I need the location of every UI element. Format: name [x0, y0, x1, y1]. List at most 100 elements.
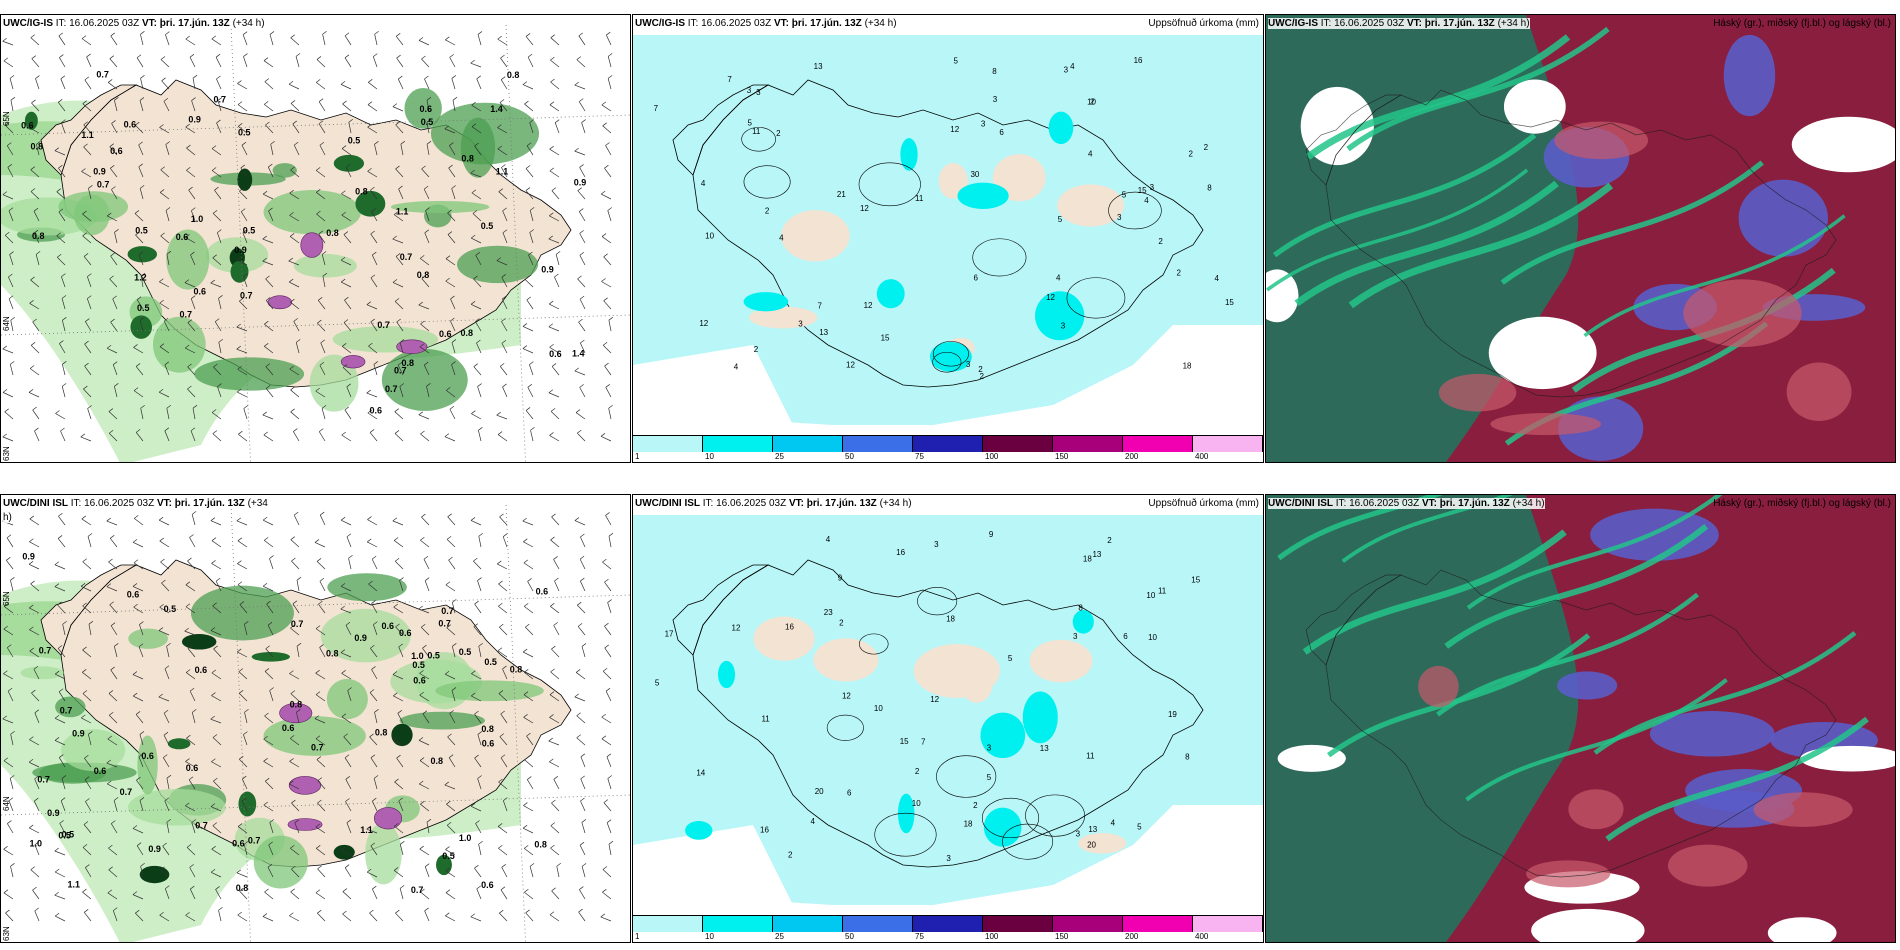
- precip-rate-value: 0.5: [484, 657, 497, 667]
- colorbar-swatch: [1193, 436, 1263, 452]
- precip-rate-value: 0.8: [326, 228, 339, 238]
- accum-value: 5: [987, 773, 992, 782]
- precip-rate-value: 0.6: [124, 119, 137, 129]
- accum-value: 20: [815, 787, 824, 796]
- accum-value: 11: [915, 194, 924, 203]
- accum-value: 12: [732, 624, 741, 633]
- accum-value: 12: [842, 691, 851, 700]
- accum-value: 18: [1083, 554, 1092, 563]
- it-label: IT:: [687, 18, 699, 29]
- accum-value: 4: [1056, 273, 1061, 282]
- precip-rate-value: 0.6: [195, 665, 208, 675]
- precip-rate-value: 0.6: [127, 589, 140, 599]
- precip-rate-value: 0.8: [507, 70, 520, 80]
- accum-value: 11: [761, 715, 770, 724]
- vt-label: VT:: [141, 18, 157, 29]
- colorbar-tick: 200: [1125, 932, 1139, 941]
- precip-rate-value: 0.9: [354, 633, 367, 643]
- precip-rate-value: 1.1: [67, 880, 80, 890]
- accum-value: 3: [966, 360, 971, 369]
- vt-label: VT:: [156, 498, 172, 509]
- precip-rate-value: 0.9: [574, 178, 587, 188]
- valid-time: þri. 17.jún. 13Z: [1424, 18, 1495, 29]
- precip-rate-value: 1.0: [411, 651, 424, 661]
- colorbar-swatch: [703, 916, 773, 932]
- colorbar-swatch: [843, 916, 913, 932]
- precip-rate-value: 0.5: [243, 225, 256, 235]
- precip-rate-value: 1.1: [81, 130, 94, 140]
- accum-value: 7: [818, 302, 823, 311]
- accum-value: 17: [665, 629, 674, 638]
- precip-rate-panel-igis: 65N64N63N20W15W0.60.70.80.91.00.50.60.71…: [0, 14, 631, 463]
- accum-value: 2: [765, 206, 770, 215]
- axis-label: 65N: [2, 591, 11, 606]
- axis-label: 65N: [2, 111, 11, 126]
- precip-rate-value: 0.5: [62, 830, 75, 840]
- axis-label: 64N: [2, 796, 11, 811]
- precip-rate-value: 0.8: [461, 154, 474, 164]
- accum-value: 3: [934, 540, 939, 549]
- accum-value: 10: [874, 704, 883, 713]
- accum-value: 13: [1040, 744, 1049, 753]
- accum-value: 6: [999, 128, 1004, 137]
- colorbar-tick: 150: [1055, 932, 1069, 941]
- accum-value: 3: [981, 120, 986, 129]
- accum-value: 12: [950, 125, 959, 134]
- accum-value: 18: [1183, 361, 1192, 370]
- colorbar-swatch: [983, 916, 1053, 932]
- accum-precip-panel-igis: 7 8 3 3 2 2 2 3 2 5 12 11 12 21 11 15 13 30 16 18 15 2 4 3 6 7 3 2 3…: [632, 14, 1264, 463]
- colorbar-tick: 400: [1195, 452, 1209, 461]
- accum-value: 5: [1137, 823, 1142, 832]
- accum-value: 7: [654, 104, 659, 113]
- precip-rate-value: 0.6: [176, 232, 189, 242]
- colorbar-tick: 10: [705, 452, 714, 461]
- colorbar-swatch: [633, 916, 703, 932]
- precip-rate-value: 0.7: [411, 885, 424, 895]
- vt-label: VT:: [773, 18, 789, 29]
- precip-rate-value: 0.8: [534, 840, 547, 850]
- precip-rate-value: 0.8: [430, 756, 443, 766]
- accum-value: 5: [1058, 215, 1063, 224]
- accum-value: 13: [814, 62, 823, 71]
- precip-rate-value: 0.9: [188, 114, 201, 124]
- accum-value: 2: [788, 850, 793, 859]
- panel-title: UWC/IG-IS IT: 16.06.2025 03Z VT: þri. 17…: [1268, 18, 1530, 29]
- accum-value: 3: [756, 88, 761, 97]
- precip-rate-value: 0.5: [459, 647, 472, 657]
- precip-rate-value: 0.6: [536, 586, 549, 596]
- colorbar-swatch: [703, 436, 773, 452]
- accum-value: 19: [1168, 710, 1177, 719]
- precip-rate-value: 0.5: [137, 303, 150, 313]
- accum-value: 6: [1123, 632, 1128, 641]
- accum-value: 12: [860, 204, 869, 213]
- model-name: UWC/IG-IS: [635, 18, 685, 29]
- precip-rate-value: 0.9: [93, 167, 106, 177]
- accum-value: 21: [837, 190, 846, 199]
- precip-rate-value: 1.4: [490, 104, 503, 114]
- accum-value: 3: [993, 95, 998, 104]
- precip-rate-value: 0.6: [232, 839, 245, 849]
- init-time: 16.06.2025 03Z: [84, 498, 155, 509]
- precip-rate-value: 0.7: [394, 365, 407, 375]
- precip-rate-value: 0.6: [193, 287, 206, 297]
- precip-rate-value: 0.8: [417, 270, 430, 280]
- precip-rate-value: 0.6: [282, 723, 295, 733]
- precip-rate-value: 0.5: [348, 136, 361, 146]
- init-time: 16.06.2025 03Z: [1349, 498, 1420, 509]
- precip-rate-value: 0.7: [37, 775, 50, 785]
- precip-rate-value: 0.5: [164, 604, 177, 614]
- precip-rate-value: 1.0: [29, 838, 42, 848]
- precip-rate-value: 0.7: [195, 821, 208, 831]
- accum-precip-panel-dini: 5 5 3 3 2 2 17 12 11 11 10 10 9 14 16 19 13 13 15 23 20 16 18 1…: [632, 494, 1264, 943]
- accum-value: 4: [1144, 196, 1149, 205]
- colorbar-tick: 10: [705, 932, 714, 941]
- precip-rate-value: 0.5: [58, 831, 71, 841]
- accum-value: 2: [754, 345, 759, 354]
- accum-value: 2: [980, 372, 985, 381]
- precip-rate-value: 0.8: [326, 649, 339, 659]
- accum-value: 15: [1225, 298, 1234, 307]
- precip-rate-value: 0.5: [442, 851, 455, 861]
- panel-subtitle: Uppsöfnuð úrkoma (mm): [1148, 498, 1259, 509]
- init-time: 16.06.2025 03Z: [716, 498, 787, 509]
- it-label: IT:: [702, 498, 714, 509]
